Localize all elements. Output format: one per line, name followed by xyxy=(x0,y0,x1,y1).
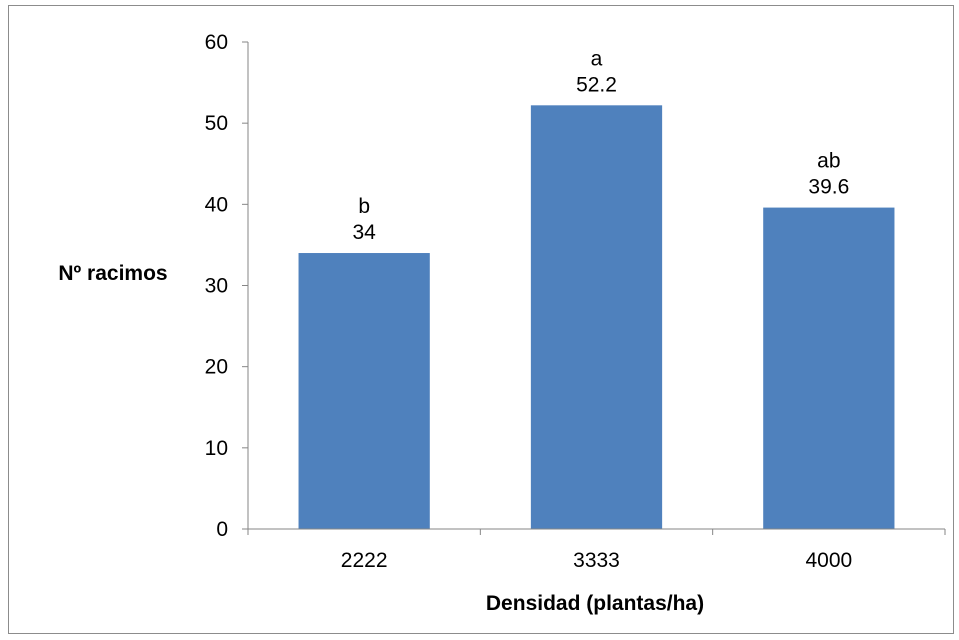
bar-4000 xyxy=(763,207,895,529)
y-tick-label: 0 xyxy=(216,518,228,541)
significance-label: a xyxy=(591,47,603,70)
y-tick-label: 60 xyxy=(205,31,228,54)
x-tick-label: 3333 xyxy=(573,549,620,572)
x-axis: 2222 3333 4000 xyxy=(247,528,946,572)
y-tick-label: 30 xyxy=(205,275,228,298)
bar-3333 xyxy=(530,105,663,529)
bars: b 34 a 52.2 ab 39.6 xyxy=(298,47,895,530)
significance-label: b xyxy=(358,195,370,218)
value-label: 39.6 xyxy=(808,176,849,199)
x-tick-label: 4000 xyxy=(805,549,852,572)
y-tick-label: 50 xyxy=(205,112,228,135)
x-tick-label: 2222 xyxy=(341,549,388,572)
y-tick-label: 40 xyxy=(205,193,228,216)
y-axis-title: Nº racimos xyxy=(58,262,167,285)
y-tick-label: 20 xyxy=(205,356,228,379)
x-axis-title: Densidad (plantas/ha) xyxy=(486,592,704,615)
bar-2222 xyxy=(298,253,430,530)
y-axis: 0 10 20 30 40 50 60 xyxy=(205,31,249,541)
significance-label: ab xyxy=(817,150,840,173)
value-label: 34 xyxy=(352,221,376,244)
y-tick-label: 10 xyxy=(205,437,228,460)
value-label: 52.2 xyxy=(576,73,617,96)
